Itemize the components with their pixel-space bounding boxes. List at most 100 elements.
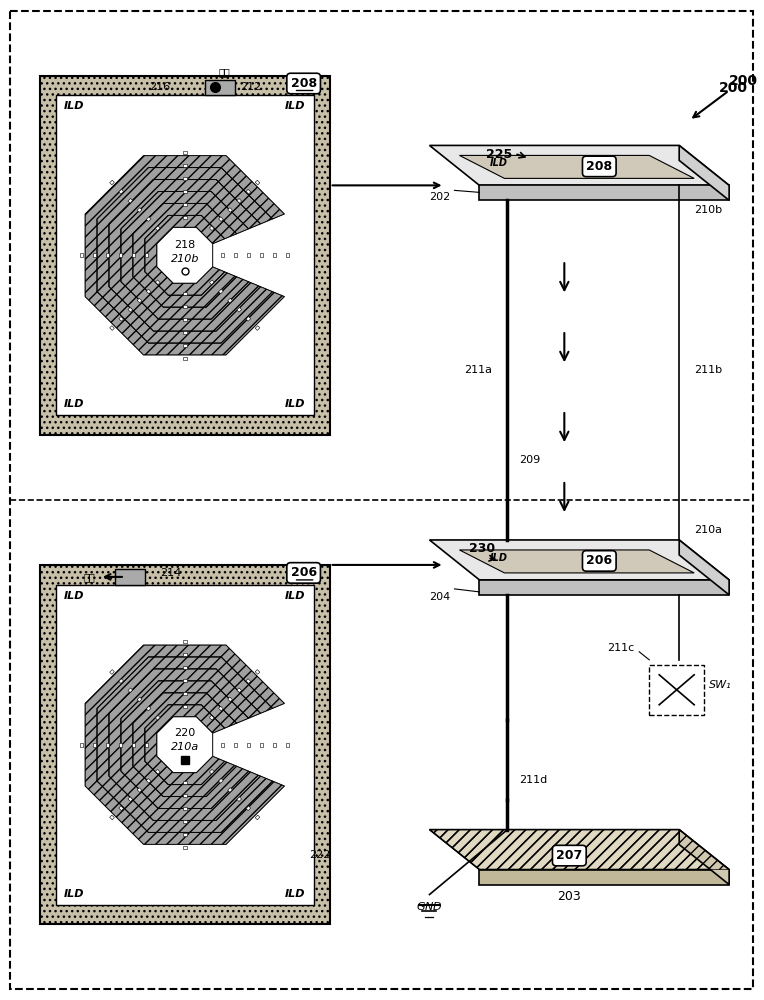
Polygon shape — [146, 289, 151, 294]
Text: 211d: 211d — [520, 775, 548, 785]
Text: 210b: 210b — [694, 205, 722, 215]
Polygon shape — [119, 806, 124, 811]
Polygon shape — [679, 145, 729, 200]
Polygon shape — [145, 253, 148, 257]
Bar — [40, 565, 329, 924]
Polygon shape — [97, 168, 273, 343]
Polygon shape — [128, 688, 133, 693]
Polygon shape — [183, 794, 186, 797]
Polygon shape — [228, 697, 232, 702]
Polygon shape — [128, 797, 133, 802]
Polygon shape — [235, 253, 238, 257]
Polygon shape — [133, 203, 237, 307]
Polygon shape — [222, 743, 225, 747]
Polygon shape — [110, 670, 115, 674]
Polygon shape — [138, 298, 142, 303]
Text: ILD: ILD — [285, 889, 306, 899]
Polygon shape — [429, 540, 729, 580]
Text: 206: 206 — [290, 566, 317, 579]
Polygon shape — [679, 830, 729, 885]
Polygon shape — [119, 317, 124, 321]
Text: $GND$: $GND$ — [416, 900, 443, 912]
Text: ILD: ILD — [490, 553, 507, 563]
Polygon shape — [183, 666, 186, 669]
Bar — [649, 665, 704, 715]
Polygon shape — [93, 743, 96, 747]
Polygon shape — [145, 743, 148, 747]
Text: 212: 212 — [240, 82, 261, 92]
Text: 200: 200 — [719, 81, 748, 95]
Polygon shape — [183, 807, 186, 810]
Polygon shape — [183, 151, 186, 154]
Polygon shape — [480, 870, 729, 885]
Polygon shape — [109, 180, 261, 331]
Bar — [115, 569, 145, 585]
Polygon shape — [183, 357, 186, 360]
Bar — [56, 95, 314, 415]
Polygon shape — [146, 779, 151, 783]
Polygon shape — [132, 743, 135, 747]
Polygon shape — [138, 697, 142, 702]
Polygon shape — [248, 253, 251, 257]
Polygon shape — [219, 706, 223, 711]
Polygon shape — [237, 307, 241, 312]
Polygon shape — [183, 833, 186, 836]
Polygon shape — [261, 253, 264, 257]
Text: ILD: ILD — [64, 399, 85, 409]
Polygon shape — [109, 669, 261, 820]
Polygon shape — [133, 693, 237, 797]
Polygon shape — [429, 830, 729, 870]
Text: 216: 216 — [149, 82, 170, 92]
Polygon shape — [228, 208, 232, 212]
Bar — [40, 565, 329, 924]
Bar — [40, 76, 329, 435]
Polygon shape — [183, 164, 186, 167]
Polygon shape — [110, 180, 115, 185]
Text: 210a: 210a — [694, 525, 722, 535]
Text: 230: 230 — [469, 542, 496, 555]
Text: 210a: 210a — [170, 742, 199, 752]
Polygon shape — [255, 670, 260, 674]
Text: 206: 206 — [586, 554, 613, 567]
Polygon shape — [80, 253, 83, 257]
Polygon shape — [183, 177, 186, 180]
Polygon shape — [97, 657, 273, 832]
Polygon shape — [146, 217, 151, 221]
Polygon shape — [459, 550, 694, 573]
Polygon shape — [183, 331, 186, 334]
Polygon shape — [679, 540, 729, 595]
Polygon shape — [235, 743, 238, 747]
Polygon shape — [246, 806, 251, 811]
Polygon shape — [219, 289, 223, 294]
Polygon shape — [119, 253, 122, 257]
Polygon shape — [138, 788, 142, 792]
Polygon shape — [138, 208, 142, 212]
Polygon shape — [246, 679, 251, 683]
Text: 210b: 210b — [170, 254, 199, 264]
Polygon shape — [119, 743, 122, 747]
Polygon shape — [106, 253, 109, 257]
Text: 209: 209 — [520, 455, 541, 465]
Text: 输入: 输入 — [219, 68, 231, 78]
Polygon shape — [286, 253, 290, 257]
Polygon shape — [119, 189, 124, 194]
Polygon shape — [110, 815, 115, 820]
Polygon shape — [128, 307, 133, 312]
Polygon shape — [255, 180, 260, 185]
Polygon shape — [183, 640, 186, 643]
Text: 211c: 211c — [607, 643, 634, 653]
Polygon shape — [261, 743, 264, 747]
Text: ILD: ILD — [64, 889, 85, 899]
Polygon shape — [85, 645, 284, 844]
Polygon shape — [183, 679, 186, 682]
Polygon shape — [274, 253, 277, 257]
Polygon shape — [183, 846, 186, 849]
Polygon shape — [93, 253, 96, 257]
Text: 输出: 输出 — [83, 572, 95, 582]
Text: 200: 200 — [729, 74, 758, 88]
Polygon shape — [480, 580, 729, 595]
Polygon shape — [183, 820, 186, 823]
Polygon shape — [183, 292, 186, 295]
Polygon shape — [237, 688, 241, 693]
Polygon shape — [255, 815, 260, 820]
